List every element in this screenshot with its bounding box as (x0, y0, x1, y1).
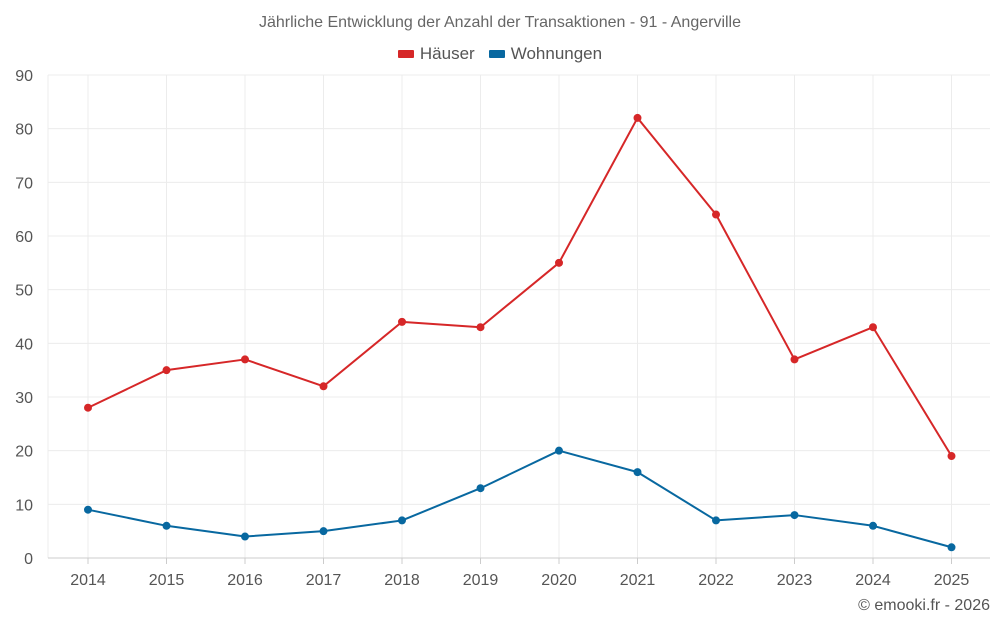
data-point-wohnungen (869, 521, 877, 530)
x-tick-label: 2021 (620, 572, 656, 589)
y-tick-label: 30 (15, 390, 33, 407)
y-tick-label: 20 (15, 444, 33, 461)
data-point-wohnungen (319, 527, 328, 536)
data-point-haeuser (555, 258, 563, 267)
y-tick-label: 90 (15, 68, 33, 85)
x-tick-label: 2025 (934, 572, 970, 589)
x-tick-label: 2016 (227, 572, 263, 589)
data-point-wohnungen (947, 543, 956, 552)
data-point-haeuser (84, 403, 92, 412)
x-tick-label: 2015 (149, 572, 185, 589)
data-point-wohnungen (633, 468, 642, 477)
legend-swatch-haeuser (397, 50, 414, 58)
data-point-wohnungen (162, 521, 171, 530)
x-tick-label: 2017 (306, 572, 342, 589)
y-tick-label: 40 (15, 336, 33, 353)
credit-text: © emooki.fr - 2026 (858, 597, 990, 614)
data-point-haeuser (162, 366, 171, 375)
series-line-haeuser (87, 116, 953, 457)
y-tick-label: 70 (15, 175, 33, 192)
x-tick-label: 2014 (70, 572, 106, 589)
y-tick-label: 80 (15, 122, 33, 139)
data-point-haeuser (947, 452, 956, 461)
x-tick-label: 2024 (855, 572, 891, 589)
data-point-haeuser (869, 323, 877, 332)
y-tick-label: 10 (15, 497, 33, 514)
legend-label-haeuser: Häuser (419, 44, 475, 63)
data-point-wohnungen (84, 505, 92, 514)
x-tick-label: 2022 (698, 572, 734, 589)
x-tick-label: 2019 (463, 572, 499, 589)
x-tick-label: 2023 (777, 572, 813, 589)
legend-item-haeuser[interactable]: Häuser (397, 44, 475, 64)
data-point-wohnungen (555, 446, 563, 455)
series-line-wohnungen (87, 449, 952, 549)
legend-label-wohnungen: Wohnungen (510, 44, 603, 63)
y-tick-label: 50 (15, 283, 33, 300)
data-point-haeuser (319, 382, 328, 391)
data-point-haeuser (712, 210, 720, 219)
data-point-wohnungen (790, 511, 799, 520)
legend-swatch-wohnungen (488, 50, 505, 58)
data-point-haeuser (633, 113, 642, 122)
y-tick-label: 0 (24, 551, 33, 568)
data-point-wohnungen (712, 516, 720, 525)
x-tick-label: 2018 (384, 572, 420, 589)
data-point-wohnungen (398, 516, 406, 525)
data-point-haeuser (476, 323, 485, 332)
data-point-wohnungen (241, 532, 249, 541)
data-point-haeuser (790, 355, 799, 364)
legend-item-wohnungen[interactable]: Wohnungen (488, 44, 603, 64)
chart-title: Jährliche Entwicklung der Anzahl der Tra… (258, 14, 742, 31)
data-point-haeuser (241, 355, 249, 364)
y-tick-label: 60 (15, 229, 33, 246)
x-tick-label: 2020 (541, 572, 577, 589)
data-point-wohnungen (476, 484, 485, 493)
legend: Häuser Wohnungen (0, 44, 1000, 64)
data-point-haeuser (398, 317, 406, 326)
